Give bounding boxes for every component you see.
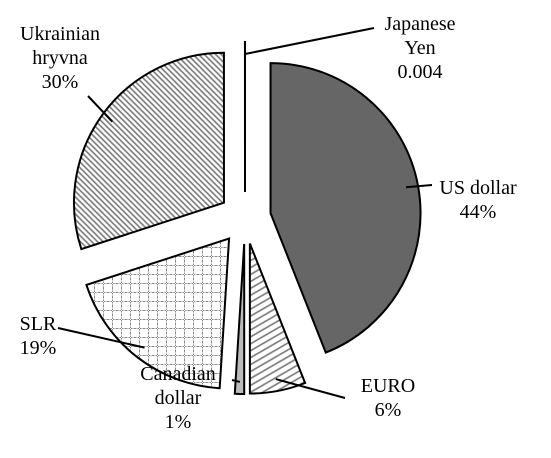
value-label: 6% [374,399,402,421]
category-label: SLR [19,313,57,335]
category-label: Ukrainian hryvna [20,23,100,69]
slice-label: SLR 19% [3,312,73,360]
category-label: Canadian dollar [140,363,216,409]
slice-label: US dollar 44% [423,176,533,224]
value-label: 44% [459,201,497,223]
category-label: US dollar [439,177,517,199]
leader-line [57,327,145,349]
pie-slice [85,237,231,390]
category-label: EURO [360,375,416,397]
slice-label: Japanese Yen 0.004 [370,12,470,84]
value-label: 19% [19,337,57,359]
leader-line [406,184,433,189]
slice-label: EURO 6% [348,374,428,422]
value-label: 30% [41,71,79,93]
leader-line [87,95,114,123]
leader-line [275,378,346,399]
category-label: Japanese Yen [384,13,456,59]
value-label: 0.004 [397,61,443,83]
leader-line [244,27,375,55]
pie-slice [269,62,422,354]
pie-slice [233,243,246,395]
slice-label: Canadian dollar 1% [128,362,228,434]
value-label: 1% [164,411,192,433]
pie-slice [72,51,225,251]
pie-slice [248,243,307,395]
leader-line [231,379,241,383]
slice-label: Ukrainian hryvna 30% [5,22,115,94]
